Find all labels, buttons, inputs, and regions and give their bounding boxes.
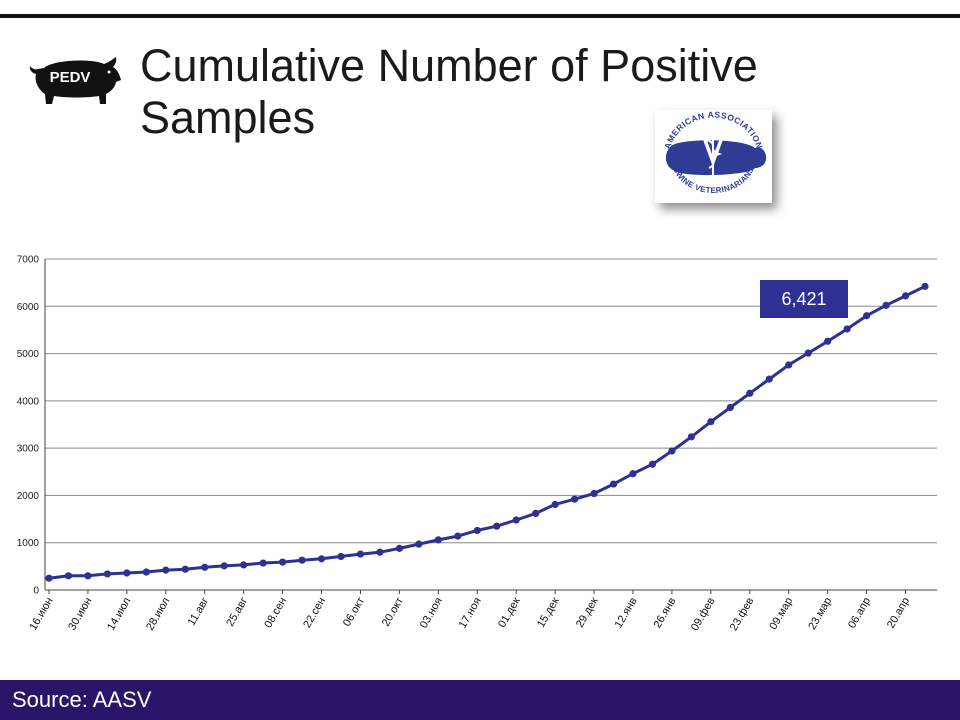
data-point xyxy=(181,565,189,573)
data-point xyxy=(824,337,832,345)
source-label: Source: AASV xyxy=(12,687,152,712)
y-tick-label: 0 xyxy=(33,586,39,597)
x-tick-label: 23.мар xyxy=(806,596,834,632)
data-point xyxy=(843,325,851,333)
x-tick-label: 08.сен xyxy=(262,596,289,631)
data-point xyxy=(687,433,696,441)
data-point xyxy=(415,540,423,548)
x-tick-label: 30.июн xyxy=(66,596,94,633)
x-tick-label: 25.авг xyxy=(224,596,250,629)
data-point xyxy=(220,562,228,570)
x-tick-label: 28.июл xyxy=(144,596,172,633)
data-point xyxy=(765,375,773,383)
data-point xyxy=(804,349,812,357)
y-tick-label: 4000 xyxy=(17,396,40,407)
data-point xyxy=(376,548,384,556)
data-point xyxy=(901,292,910,300)
data-point xyxy=(434,536,442,544)
data-point xyxy=(571,495,579,503)
data-point xyxy=(648,460,657,468)
data-point xyxy=(882,301,890,309)
x-tick-label: 14.июл xyxy=(105,596,133,633)
pedv-badge-text: PEDV xyxy=(50,69,91,86)
data-point xyxy=(356,550,365,558)
data-point xyxy=(337,552,345,561)
y-tick-label: 1000 xyxy=(17,538,40,549)
data-point xyxy=(921,282,929,290)
data-point xyxy=(395,544,403,552)
data-point xyxy=(532,509,540,517)
data-point xyxy=(454,532,462,540)
y-tick-label: 3000 xyxy=(17,444,40,455)
data-point xyxy=(512,516,520,524)
data-point xyxy=(259,559,267,567)
pedv-pig-logo: PEDV xyxy=(22,52,122,108)
x-tick-label: 16.июн xyxy=(27,596,55,633)
y-tick-label: 7000 xyxy=(17,255,40,266)
x-tick-label: 06.апр xyxy=(846,596,873,631)
x-tick-label: 20.окт xyxy=(380,596,406,629)
data-point xyxy=(746,389,754,397)
data-point xyxy=(298,556,306,564)
pig-silhouette-icon: PEDV xyxy=(29,57,122,104)
aasv-logo: AMERICAN ASSOCIATION SWINE VETERINARIANS xyxy=(655,110,772,203)
data-point xyxy=(668,447,676,455)
x-tick-label: 20.апр xyxy=(885,596,912,631)
data-point xyxy=(162,566,170,574)
x-tick-label: 29.дек xyxy=(574,595,601,629)
data-point xyxy=(103,570,111,578)
data-point xyxy=(493,522,501,530)
y-tick-label: 2000 xyxy=(17,491,40,502)
x-tick-label: 01.дек xyxy=(496,595,523,629)
data-point xyxy=(863,312,871,320)
x-tick-label: 11.авг xyxy=(186,596,212,628)
data-point xyxy=(317,555,326,563)
x-tick-label: 17.ноя xyxy=(457,595,484,630)
top-rule xyxy=(0,14,960,18)
x-tick-label: 09.мар xyxy=(767,596,795,632)
x-tick-label: 09.фев xyxy=(689,595,718,633)
data-point xyxy=(45,574,53,582)
data-point xyxy=(707,418,715,426)
footer-bar: Source: AASV xyxy=(0,680,960,720)
cumulative-samples-chart: 0 1000 2000 3000 4000 5000 6000 7000 16.июн 30.и… xyxy=(17,255,937,633)
data-point xyxy=(590,489,598,498)
x-tick-label: 23.фев xyxy=(728,595,757,633)
data-point xyxy=(279,558,287,566)
data-point xyxy=(609,480,618,488)
slide-title: Cumulative Number of Positive Samples xyxy=(140,40,758,143)
y-tick-label: 6000 xyxy=(17,302,40,313)
y-tick-label: 5000 xyxy=(17,349,40,360)
pig-emblem-icon xyxy=(665,132,767,176)
data-point xyxy=(142,568,150,576)
data-point xyxy=(240,561,248,569)
latest-value-callout: 6,421 xyxy=(760,280,848,318)
data-point xyxy=(785,361,793,369)
x-tick-label: 06.окт xyxy=(341,596,367,629)
data-point xyxy=(551,500,559,509)
x-tick-label: 03.ноя xyxy=(418,595,445,630)
x-tick-label: 15.дек xyxy=(535,595,562,629)
data-point xyxy=(123,569,131,577)
data-point xyxy=(64,572,73,580)
data-point xyxy=(726,403,734,412)
series-line xyxy=(48,285,926,580)
data-point xyxy=(84,572,92,580)
x-tick-label: 26.янв xyxy=(652,595,679,630)
data-point xyxy=(629,470,637,478)
x-tick-label: 12.янв xyxy=(613,595,640,630)
data-point xyxy=(473,526,481,535)
data-point xyxy=(201,563,209,571)
x-tick-label: 22.сен xyxy=(301,596,328,631)
